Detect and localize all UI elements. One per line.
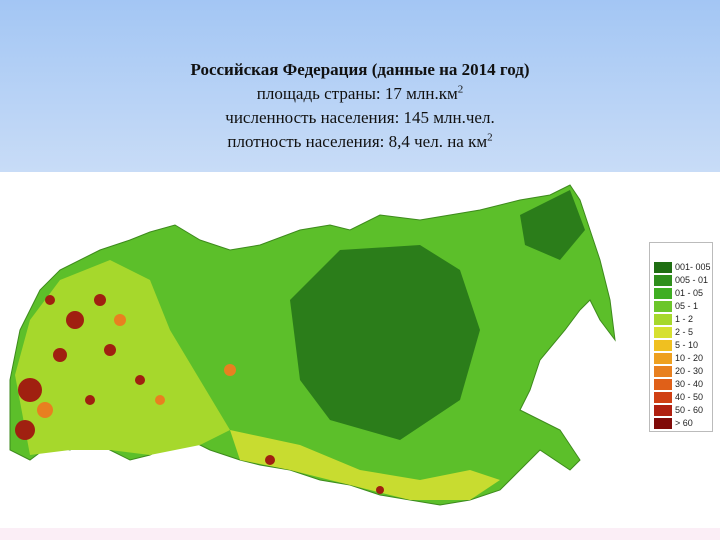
legend-swatch xyxy=(654,392,672,404)
legend-label: 1 - 2 xyxy=(675,314,694,324)
area: площадь страны: 17 млн.км xyxy=(256,84,458,103)
legend-label: 005 - 01 xyxy=(675,275,709,285)
legend-item: 01 - 05 xyxy=(654,287,704,300)
header: Российская Федерация (данные на 2014 год… xyxy=(0,58,720,154)
legend-label: 05 - 1 xyxy=(675,301,699,311)
legend-label: 2 - 5 xyxy=(675,327,694,337)
south-region xyxy=(230,430,500,500)
urban-spots xyxy=(15,294,384,494)
density-line: плотность населения: 8,4 чел. на км2 xyxy=(0,130,720,154)
legend-label: 50 - 60 xyxy=(675,405,704,415)
sparse-region xyxy=(290,245,480,440)
legend-label: 30 - 40 xyxy=(675,379,704,389)
title: Российская Федерация (данные на 2014 год… xyxy=(190,60,530,79)
legend-item: > 60 xyxy=(654,417,693,430)
legend-swatch xyxy=(654,405,672,417)
legend-item: 40 - 50 xyxy=(654,391,704,404)
legend-swatch xyxy=(654,353,672,365)
legend-swatch xyxy=(654,327,672,339)
legend-swatch xyxy=(654,340,672,352)
legend-label: 5 - 10 xyxy=(675,340,699,350)
legend-swatch xyxy=(654,314,672,326)
map xyxy=(9,184,616,506)
footer-band xyxy=(0,528,720,540)
legend-item: 30 - 40 xyxy=(654,378,704,391)
legend-swatch xyxy=(654,366,672,378)
density-power: 2 xyxy=(487,131,493,144)
area-power: 2 xyxy=(457,83,464,96)
legend-swatch xyxy=(654,301,672,313)
legend-label: 01 - 05 xyxy=(675,288,704,298)
legend-item: 10 - 20 xyxy=(654,352,704,365)
legend: 001- 005 005 - 01 01 - 05 05 - 1 1 - 2 2 - 5 5… xyxy=(649,242,713,432)
legend-swatch xyxy=(654,262,672,274)
population: численность населения: 145 млн.чел. xyxy=(225,108,495,127)
legend-swatch xyxy=(654,288,672,300)
legend-item: 005 - 01 xyxy=(654,274,709,287)
area-line: площадь страны: 17 млн.км2 xyxy=(0,82,720,106)
header-band xyxy=(0,0,720,172)
legend-item: 20 - 30 xyxy=(654,365,704,378)
legend-label: 20 - 30 xyxy=(675,366,704,376)
legend-swatch xyxy=(654,275,672,287)
legend-item: 2 - 5 xyxy=(654,326,694,339)
legend-label: 001- 005 xyxy=(675,262,711,272)
legend-item: 1 - 2 xyxy=(654,313,694,326)
legend-swatch xyxy=(654,379,672,391)
legend-item: 5 - 10 xyxy=(654,339,699,352)
sparse-region xyxy=(520,190,585,260)
mid-spots xyxy=(37,314,236,418)
legend-label: > 60 xyxy=(675,418,693,428)
legend-item: 05 - 1 xyxy=(654,300,699,313)
legend-label: 40 - 50 xyxy=(675,392,704,402)
density: плотность населения: 8,4 чел. на км xyxy=(227,132,488,151)
legend-item: 001- 005 xyxy=(654,261,711,274)
legend-swatch xyxy=(654,418,672,430)
legend-item: 50 - 60 xyxy=(654,404,704,417)
legend-label: 10 - 20 xyxy=(675,353,704,363)
dense-region xyxy=(15,260,230,455)
